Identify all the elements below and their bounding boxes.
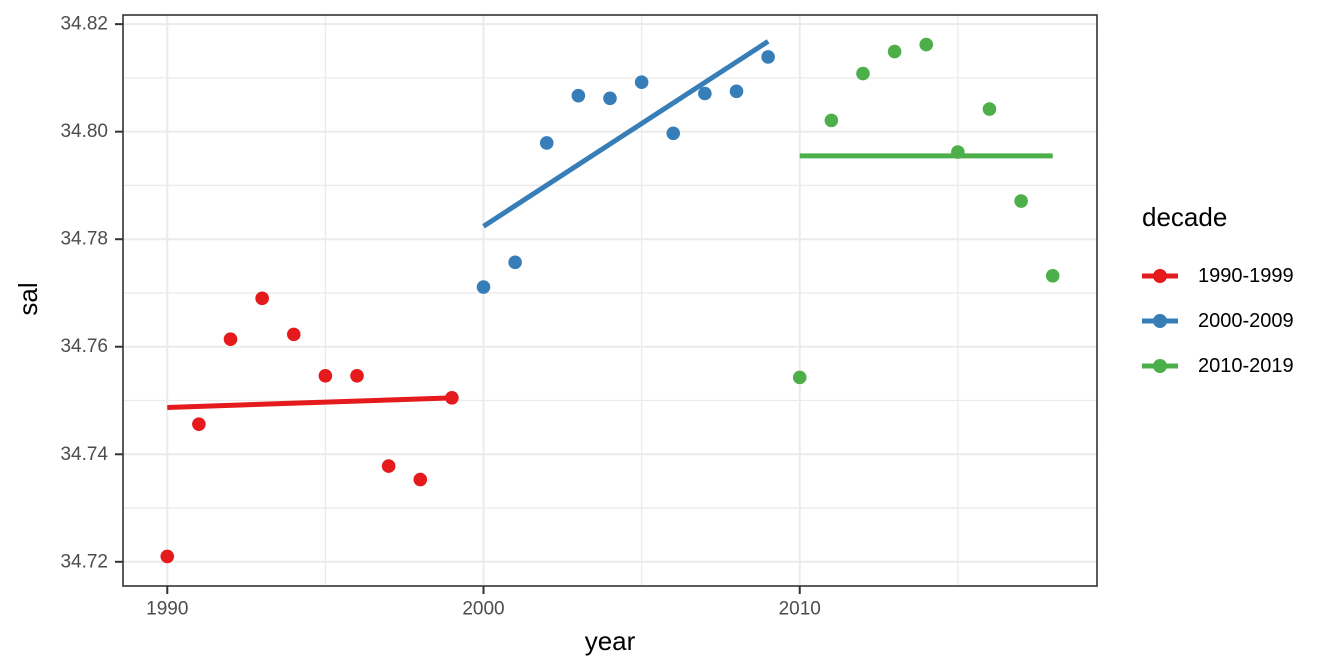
data-point-1990-1999 <box>350 368 364 383</box>
data-point-1990-1999 <box>192 417 206 431</box>
data-point-1990-1999 <box>413 472 428 487</box>
data-point-1990-1999 <box>381 459 396 473</box>
y-tick-label: 34.78 <box>60 229 108 250</box>
x-tick-label: 2000 <box>462 599 504 620</box>
data-point-2000-2009 <box>634 75 649 90</box>
data-point-1990-1999 <box>160 549 175 564</box>
trend-line-2000-2009 <box>482 39 770 229</box>
y-axis-title: sal <box>13 282 43 316</box>
y-tick-label: 34.74 <box>60 444 108 465</box>
legend-item-2000-2009: 2000-2009 <box>1140 305 1294 337</box>
legend: decade 1990-1999 2000-2009 2010-2019 <box>1140 202 1294 395</box>
data-point-2010-2019 <box>919 37 934 52</box>
data-point-1990-1999 <box>223 332 238 347</box>
data-point-1990-1999 <box>318 368 333 383</box>
x-tick-label: 2010 <box>779 599 821 620</box>
data-point-2000-2009 <box>603 91 617 106</box>
legend-label: 1990-1999 <box>1198 264 1294 287</box>
data-point-2000-2009 <box>571 88 586 103</box>
data-point-2010-2019 <box>824 113 839 128</box>
x-tick-label: 1990 <box>146 599 188 620</box>
data-point-1990-1999 <box>286 327 301 342</box>
data-point-2010-2019 <box>982 102 997 116</box>
data-point-1990-1999 <box>445 391 459 405</box>
legend-label: 2000-2009 <box>1198 309 1294 332</box>
legend-rows: 1990-1999 2000-2009 2010-2019 <box>1140 260 1294 382</box>
legend-key-line-point-icon <box>1142 314 1178 328</box>
data-point-2000-2009 <box>476 280 491 294</box>
panel-border <box>122 14 1098 587</box>
y-tick-label: 34.72 <box>60 551 108 572</box>
data-point-2000-2009 <box>666 126 681 141</box>
x-axis-title: year <box>584 626 636 656</box>
legend-item-1990-1999: 1990-1999 <box>1140 260 1294 292</box>
data-point-2010-2019 <box>1014 194 1028 208</box>
data-point-2000-2009 <box>698 86 712 101</box>
legend-item-2010-2019: 2010-2019 <box>1140 350 1294 382</box>
data-point-2000-2009 <box>508 255 522 270</box>
legend-label: 2010-2019 <box>1198 354 1294 377</box>
data-point-2010-2019 <box>887 44 902 59</box>
legend-key-line-point-icon <box>1142 269 1178 283</box>
y-tick-label: 34.80 <box>60 121 108 142</box>
y-tick-label: 34.76 <box>60 336 108 357</box>
data-point-2010-2019 <box>951 145 965 159</box>
data-point-2000-2009 <box>539 136 554 150</box>
data-point-2000-2009 <box>729 84 744 99</box>
legend-key-line-point-icon <box>1142 359 1178 373</box>
data-point-2000-2009 <box>761 50 775 64</box>
trend-line-1990-1999 <box>167 395 452 410</box>
panel-background <box>123 15 1097 586</box>
data-point-2010-2019 <box>1045 268 1060 283</box>
data-point-2010-2019 <box>856 66 870 81</box>
y-tick-label: 34.82 <box>60 14 108 35</box>
legend-title: decade <box>1142 202 1228 232</box>
data-point-2010-2019 <box>792 370 807 385</box>
data-point-1990-1999 <box>255 291 269 306</box>
